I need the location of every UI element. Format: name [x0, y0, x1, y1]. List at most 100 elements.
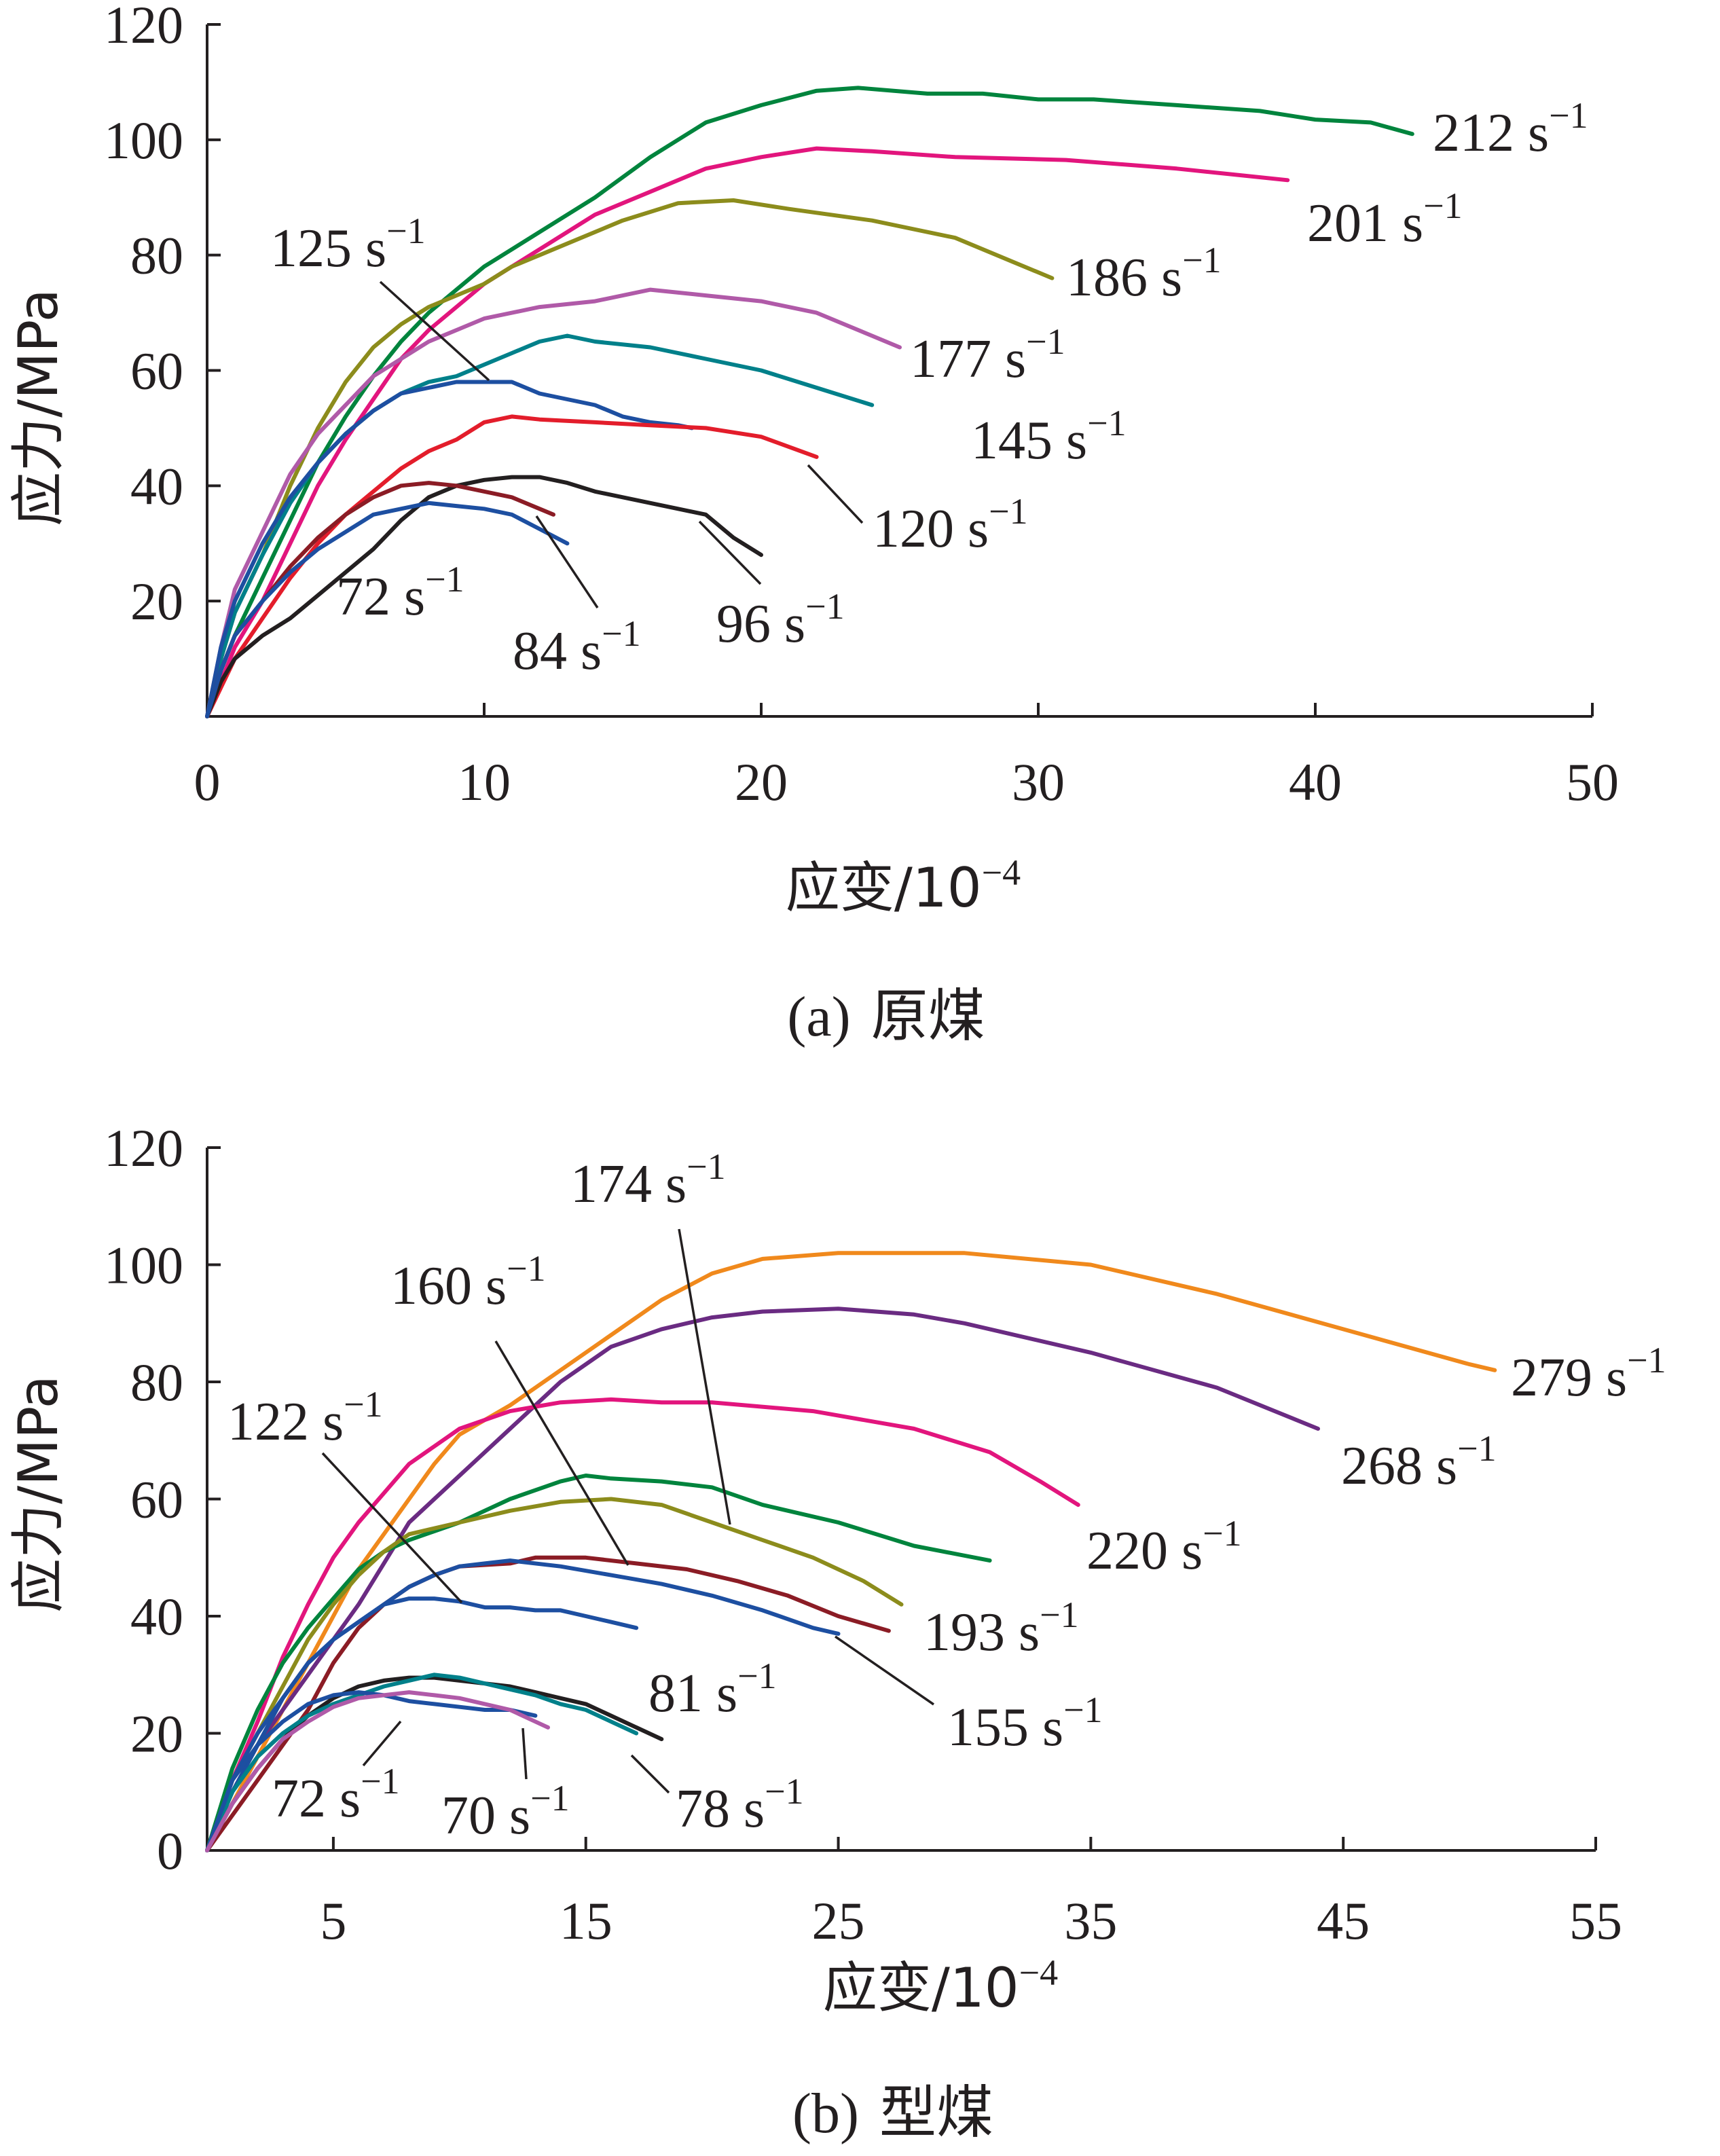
chart-0-y-tick-label: 120 [104, 0, 183, 54]
chart-0-y-tick-label: 40 [130, 456, 183, 515]
chart-0-series-label-text: 177 s [910, 329, 1026, 389]
chart-1-series-label-exponent: −1 [1040, 1594, 1078, 1635]
chart-0-x-tick-label: 30 [1012, 752, 1065, 811]
chart-1-leader-line-70-s [522, 1728, 528, 1780]
chart-1-series-label-exponent: −1 [1627, 1340, 1666, 1381]
chart-1-y-tick-label: 80 [130, 1353, 183, 1412]
chart-0-series-label-201-s: 201 s−1 [1307, 185, 1463, 253]
chart-0-series-label-212-s: 212 s−1 [1433, 95, 1588, 163]
chart-1-series-label-text: 279 s [1511, 1348, 1627, 1408]
chart-1-series-label-exponent: −1 [1457, 1428, 1496, 1469]
chart-1-y-tick-label: 100 [104, 1236, 183, 1295]
chart-1-series-line-279-s [205, 1251, 1497, 1852]
chart-1-series-label-279-s: 279 s−1 [1511, 1340, 1666, 1408]
chart-0-series-line-145-s [205, 333, 875, 718]
chart-0-series-line-96-s [205, 475, 763, 718]
chart-1-x-axis-title: 应变/10−4 [823, 1952, 1058, 2020]
chart-0-x-axis-title-main: 应变/10 [786, 856, 982, 919]
chart-0-series-line-125-s [205, 380, 694, 718]
chart-0-y-tick-label: 20 [130, 572, 183, 631]
chart-1-axes: 5 15 25 35 45 55 0 20 40 60 80 100 120 [104, 1118, 1622, 1950]
chart-1-y-tick-label: 40 [130, 1587, 183, 1646]
chart-1-series-line-193-s [205, 1474, 992, 1852]
chart-0-x-tick-label: 20 [735, 752, 788, 811]
chart-1-series-label-text: 155 s [947, 1698, 1063, 1757]
chart-1-series-label-72-s: 72 s−1 [272, 1761, 400, 1829]
chart-1-x-axis-title-main: 应变/10 [823, 1956, 1019, 2020]
chart-0-x-tick-label: 40 [1289, 752, 1342, 811]
chart-1-series-label-220-s: 220 s−1 [1086, 1513, 1242, 1581]
chart-1-y-tick-label: 0 [157, 1821, 183, 1880]
chart-0-leader-line-96-s [698, 520, 762, 585]
chart-0-series-label-exponent: −1 [1423, 185, 1462, 226]
chart-1-x-tick-label: 25 [812, 1891, 865, 1950]
panel-a-raw-coal: 0 10 20 30 40 50 20 40 60 80 100 120 应力/MPa 应变/10−4 (a… [7, 0, 1619, 1049]
chart-1-x-tick-label: 35 [1064, 1891, 1117, 1950]
chart-0-series-label-text: 212 s [1433, 103, 1549, 163]
chart-0-series-label-84-s: 84 s−1 [513, 613, 641, 681]
chart-0-series-line-120-s [205, 414, 819, 718]
chart-1-series-label-text: 70 s [441, 1786, 530, 1846]
chart-1-series-label-text: 174 s [570, 1154, 687, 1214]
chart-0-series-label-exponent: −1 [602, 613, 640, 654]
chart-1-x-tick-label: 15 [560, 1891, 612, 1950]
chart-0-series-label-exponent: −1 [425, 559, 464, 600]
chart-0-series-label-text: 120 s [873, 499, 989, 559]
chart-0-series-label-text: 96 s [716, 594, 805, 654]
chart-1-series-label-text: 78 s [676, 1779, 765, 1839]
chart-0-x-axis-title: 应变/10−4 [786, 852, 1021, 919]
chart-0-series-label-186-s: 186 s−1 [1066, 240, 1222, 308]
chart-1-series-label-text: 193 s [923, 1603, 1040, 1662]
chart-0-y-tick-label: 60 [130, 342, 183, 401]
chart-1-caption: (b) 型煤 [792, 2079, 993, 2146]
chart-1-series-label-text: 122 s [227, 1392, 344, 1452]
chart-1-series-label-193-s: 193 s−1 [923, 1594, 1079, 1662]
chart-1-leader-line-174-s [678, 1228, 731, 1525]
chart-0-series-line-212-s [205, 86, 1414, 718]
chart-0-series-line-177-s [205, 287, 902, 718]
chart-0-series-label-exponent: −1 [1549, 95, 1588, 136]
chart-1-series-label-text: 81 s [648, 1664, 737, 1723]
chart-1-series-label-155-s: 155 s−1 [947, 1689, 1103, 1757]
chart-0-series-group [205, 86, 1414, 718]
chart-1-series-label-exponent: −1 [361, 1761, 399, 1802]
chart-1-y-tick-label: 120 [104, 1118, 183, 1177]
chart-0-series-label-exponent: −1 [1182, 240, 1221, 280]
chart-0-caption-prefix: (a) [787, 985, 850, 1048]
chart-0-series-label-96-s: 96 s−1 [716, 586, 845, 654]
chart-0-caption: (a) 原煤 [787, 983, 985, 1049]
chart-1-series-line-122-s [205, 1596, 639, 1852]
chart-1-series-label-text: 220 s [1086, 1521, 1203, 1581]
chart-1-series-label-268-s: 268 s−1 [1341, 1428, 1497, 1496]
chart-0-series-label-exponent: −1 [1026, 321, 1065, 362]
chart-1-series-label-exponent: −1 [1063, 1689, 1102, 1730]
chart-0-series-label-text: 201 s [1307, 194, 1423, 253]
chart-1-series-label-text: 268 s [1341, 1436, 1457, 1496]
chart-1-caption-prefix: (b) [792, 2082, 859, 2145]
chart-1-series-group [205, 1251, 1497, 1852]
chart-1-leader-line-122-s [321, 1452, 463, 1604]
chart-0-leader-line-84-s [535, 515, 599, 608]
chart-1-series-label-174-s: 174 s−1 [570, 1146, 726, 1214]
chart-1-x-tick-label: 45 [1317, 1891, 1370, 1950]
chart-0-y-axis-title: 应力/MPa [7, 289, 70, 526]
chart-0-y-tick-label: 100 [104, 111, 183, 170]
panel-b-briquette-coal: 5 15 25 35 45 55 0 20 40 60 80 100 120 应力/MPa 应变/10−4 (… [7, 1118, 1666, 2146]
chart-0-x-tick-label: 10 [458, 752, 511, 811]
chart-0-x-axis-title-exponent: −4 [982, 852, 1021, 893]
chart-0-series-label-exponent: −1 [989, 491, 1027, 532]
chart-1-series-line-72-s [205, 1690, 538, 1852]
chart-1-leader-line-155-s [835, 1635, 934, 1706]
chart-1-series-label-exponent: −1 [344, 1384, 382, 1425]
chart-1-series-label-text: 72 s [272, 1769, 361, 1829]
chart-1-series-line-174-s [205, 1497, 904, 1852]
chart-0-leader-line-120-s [807, 464, 864, 524]
chart-0-series-label-177-s: 177 s−1 [910, 321, 1065, 389]
chart-0-series-label-exponent: −1 [386, 211, 425, 251]
chart-1-series-label-exponent: −1 [507, 1248, 545, 1289]
chart-1-series-label-exponent: −1 [1203, 1513, 1241, 1554]
chart-0-series-label-72-s: 72 s−1 [336, 559, 464, 627]
chart-1-series-label-78-s: 78 s−1 [676, 1771, 804, 1839]
